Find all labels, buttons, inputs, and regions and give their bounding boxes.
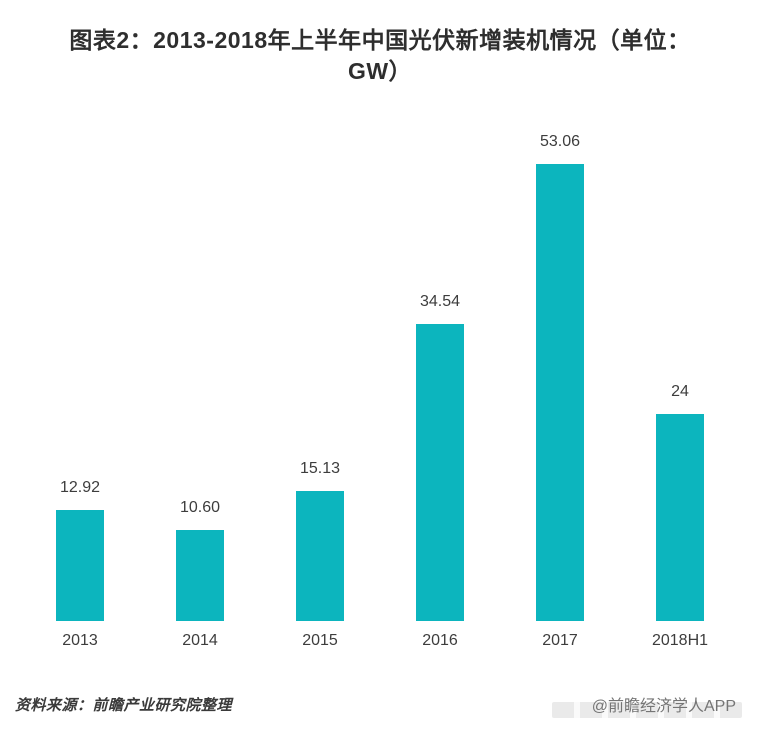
x-axis-tick-label: 2013 [62, 632, 98, 649]
bar [416, 324, 464, 621]
x-axis-tick-label: 2017 [542, 632, 578, 649]
bar [296, 491, 344, 621]
credit-note: @前瞻经济学人APP [591, 698, 736, 715]
bar-column: 53.06 [500, 131, 620, 621]
bar-value-label: 10.60 [179, 499, 221, 516]
bar-value-label: 53.06 [539, 133, 581, 150]
bar-value-label: 34.54 [419, 293, 461, 310]
chart-footer: 资料来源：前瞻产业研究院整理 @前瞻经济学人APP [0, 692, 760, 718]
chart-title: 图表2：2013-2018年上半年中国光伏新增装机情况（单位： GW） [0, 25, 760, 87]
watermark [552, 702, 742, 718]
x-axis-tick-label: 2015 [302, 632, 338, 649]
chart-title-line2: GW） [347, 58, 413, 84]
x-axis-labels: 2013 2014 2015 2016 2017 2018H1 [20, 621, 740, 650]
source-note: 资料来源：前瞻产业研究院整理 [15, 696, 233, 714]
bar-column: 34.54 [380, 131, 500, 621]
x-axis-tick-label: 2018H1 [651, 632, 709, 649]
bar-value-label: 15.13 [299, 460, 341, 477]
bar-column: 24 [620, 131, 740, 621]
x-axis-tick-label: 2014 [182, 632, 218, 649]
bar [56, 510, 104, 621]
bar [176, 530, 224, 621]
bar-value-label: 12.92 [59, 479, 101, 496]
chart-title-line1: 图表2：2013-2018年上半年中国光伏新增装机情况（单位： [69, 27, 691, 53]
x-axis-tick-label: 2016 [422, 632, 458, 649]
bar [536, 164, 584, 621]
bar [656, 414, 704, 621]
chart-plot: 12.92 10.60 15.13 34.54 53.06 24 [20, 131, 740, 621]
bar-column: 15.13 [260, 131, 380, 621]
bar-column: 12.92 [20, 131, 140, 621]
bar-column: 10.60 [140, 131, 260, 621]
bar-value-label: 24 [671, 383, 689, 400]
